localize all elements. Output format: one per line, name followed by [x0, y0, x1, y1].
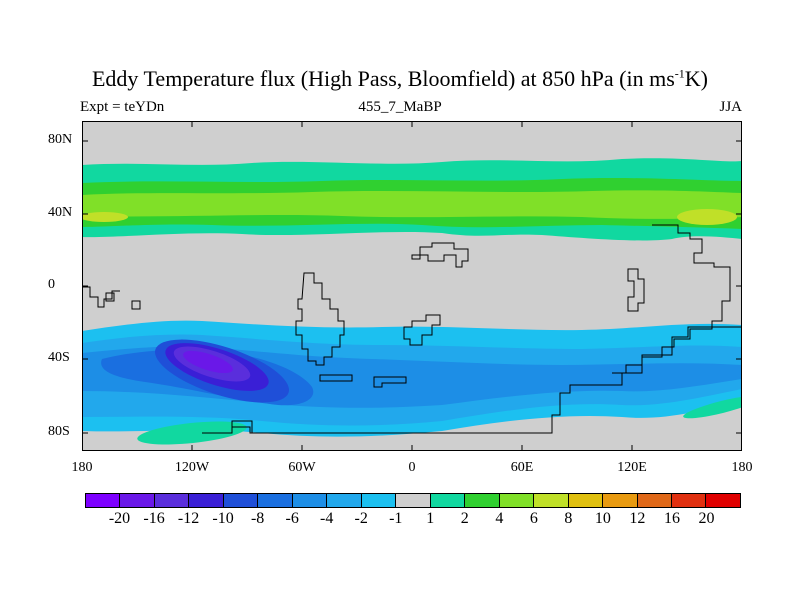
- colorbar-swatch: [568, 494, 604, 507]
- colorbar-swatch: [361, 494, 397, 507]
- lat-label-40n: 40N: [48, 205, 73, 220]
- colorbar-swatch: [154, 494, 190, 507]
- colorbar-label: 10: [594, 510, 611, 527]
- colorbar-label: 4: [495, 510, 504, 527]
- colorbar-label: 6: [529, 510, 538, 527]
- coast-west-edge: [82, 286, 120, 308]
- colorbar-label: 2: [460, 510, 469, 527]
- colorbar-swatch: [327, 494, 362, 507]
- colorbar-swatch: [430, 494, 466, 507]
- colorbar-swatch: [258, 494, 293, 507]
- colorbar-swatch: [603, 494, 638, 507]
- title-superscript: -1: [674, 66, 685, 81]
- colorbar-swatch: [671, 494, 707, 507]
- sh-flux-band-8: [183, 350, 233, 374]
- nh-flux-band-core: [82, 190, 742, 219]
- colorbar-swatch: [465, 494, 500, 507]
- nh-flux-peak-east: [677, 209, 737, 225]
- colorbar: [85, 493, 741, 508]
- axis-ticks: [82, 121, 742, 451]
- coast-australia: [612, 224, 731, 374]
- nh-flux-peak-west: [82, 212, 128, 222]
- lat-label-eq: 0: [48, 277, 55, 292]
- colorbar-swatch: [637, 494, 672, 507]
- run-label: 455_7_MaBP: [358, 99, 442, 115]
- lon-label-120w: 120W: [174, 460, 210, 475]
- lat-label-40s: 40S: [48, 350, 70, 365]
- colorbar-swatch: [534, 494, 569, 507]
- lon-label-180w: 180: [71, 460, 93, 475]
- antarctic-positive-patch-west: [137, 421, 247, 445]
- colorbar-swatch: [499, 494, 535, 507]
- colorbar-label: -20: [108, 510, 131, 527]
- colorbar-label: 8: [564, 510, 573, 527]
- lon-label-0: 0: [408, 460, 416, 475]
- colorbar-label: -10: [212, 510, 234, 527]
- lon-label-180e: 180: [731, 460, 753, 475]
- lat-label-80s: 80S: [48, 424, 70, 439]
- coast-antarctica: [202, 326, 742, 434]
- colorbar-label: -2: [354, 510, 368, 527]
- lat-label-80n: 80N: [48, 132, 73, 147]
- colorbar-swatch: [86, 494, 121, 507]
- colorbar-swatch: [396, 494, 431, 507]
- colorbar-swatch: [292, 494, 328, 507]
- colorbar-label: -16: [143, 510, 165, 527]
- colorbar-label: -1: [389, 510, 403, 527]
- colorbar-swatch: [120, 494, 155, 507]
- coast-west-islands: [105, 292, 141, 310]
- flux-map: [82, 121, 742, 451]
- plot-title: Eddy Temperature flux (High Pass, Bloomf…: [0, 66, 800, 92]
- coast-south-atlantic-island: [319, 374, 353, 382]
- experiment-label: Expt = teYDn: [80, 99, 165, 115]
- colorbar-label: 1: [426, 510, 435, 527]
- lon-label-60w: 60W: [288, 460, 316, 475]
- coast-indian-ocean-island: [373, 376, 407, 388]
- title-tail: K): [684, 66, 708, 91]
- lon-label-60e: 60E: [510, 460, 534, 475]
- lon-label-120e: 120E: [617, 460, 647, 475]
- colorbar-label: 16: [663, 510, 680, 527]
- colorbar-label: -8: [250, 510, 265, 527]
- colorbar-label: 12: [629, 510, 646, 527]
- colorbar-label: 20: [698, 510, 715, 527]
- coast-southern-tip: [231, 420, 253, 433]
- coastline-outlines: [82, 224, 742, 434]
- colorbar-swatch: [223, 494, 259, 507]
- coast-africa-arabia: [411, 242, 469, 268]
- coast-south-america: [295, 272, 345, 366]
- colorbar-swatch: [706, 494, 740, 507]
- coast-southeast-asia: [627, 268, 645, 312]
- colorbar-label: -12: [177, 510, 200, 527]
- coast-africa-south: [403, 314, 441, 346]
- colorbar-label: -6: [285, 510, 299, 527]
- colorbar-label: -4: [320, 510, 334, 527]
- colorbar-swatch: [189, 494, 224, 507]
- title-text: Eddy Temperature flux (High Pass, Bloomf…: [91, 66, 675, 91]
- season-label: JJA: [719, 99, 742, 115]
